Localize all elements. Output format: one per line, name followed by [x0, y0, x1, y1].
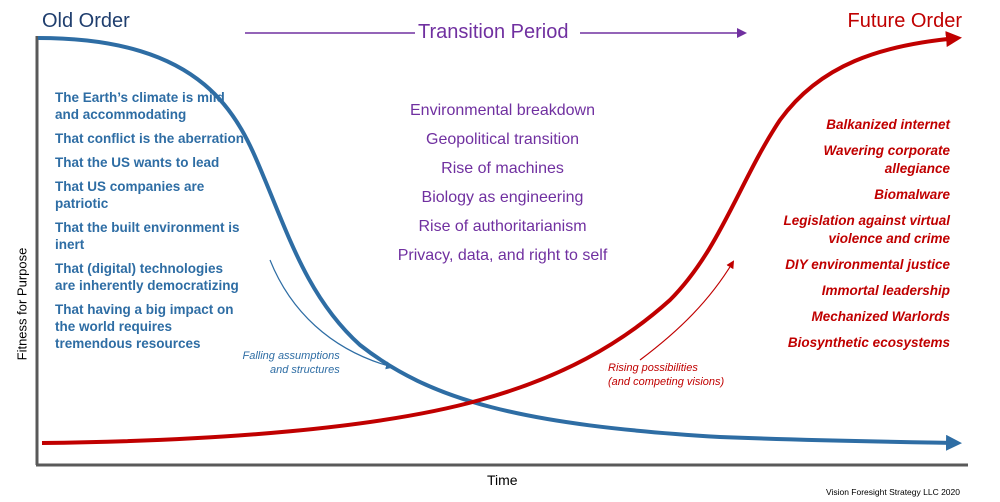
- transitions-list: Environmental breakdown Geopolitical tra…: [370, 101, 635, 275]
- transition-item: Privacy, data, and right to self: [397, 247, 608, 264]
- old-order-curve: [37, 36, 962, 451]
- credit-text: Vision Foresight Strategy LLC 2020: [825, 487, 960, 497]
- old-assumption-item: That the built environment is inert: [55, 220, 240, 252]
- rising-possibilities-note: Rising possibilities (and competing visi…: [608, 361, 724, 389]
- transition-item: Rise of authoritarianism: [418, 218, 587, 235]
- future-possibility-item: Immortal leadership: [821, 283, 950, 298]
- transition-item: Biology as engineering: [421, 189, 584, 206]
- y-axis-label: Fitness for Purpose: [14, 247, 30, 361]
- future-possibility-item: Mechanized Warlords: [811, 309, 950, 324]
- old-assumption-item: That US companies are patriotic: [55, 179, 205, 211]
- future-possibility-item: Biomalware: [874, 187, 950, 202]
- rising-note-line2: (and competing visions): [608, 376, 725, 388]
- old-assumption-item: That conflict is the aberration: [55, 131, 245, 146]
- rising-note-line1: Rising possibilities: [608, 362, 698, 374]
- falling-arrow: [269, 259, 394, 370]
- falling-note-line1: Falling assumptions: [242, 350, 340, 362]
- rising-arrow: [639, 260, 735, 361]
- transition-item: Geopolitical transition: [426, 131, 579, 148]
- transition-period-title: Transition Period: [415, 21, 572, 44]
- old-assumption-item: That the US wants to lead: [55, 155, 220, 170]
- future-possibility-item: Wavering corporate allegiance: [823, 143, 950, 176]
- transition-item: Environmental breakdown: [410, 102, 595, 119]
- future-order-title: Future Order: [847, 10, 962, 32]
- future-possibility-item: DIY environmental justice: [785, 257, 950, 272]
- transition-item: Rise of machines: [441, 160, 564, 177]
- future-order-curve: [41, 31, 962, 445]
- old-assumption-item: The Earth’s climate is mild and accommod…: [55, 90, 225, 122]
- future-possibilities-list: Balkanized internet Wavering corporate a…: [765, 116, 950, 360]
- old-order-title: Old Order: [42, 10, 130, 32]
- future-possibility-item: Legislation against virtual violence and…: [783, 213, 950, 246]
- old-assumption-item: That (digital) technologies are inherent…: [55, 261, 239, 293]
- future-possibility-item: Balkanized internet: [826, 117, 950, 132]
- future-possibility-item: Biosynthetic ecosystems: [787, 335, 950, 350]
- old-assumption-item: That having a big impact on the world re…: [55, 302, 234, 351]
- old-assumptions-list: The Earth’s climate is mild and accommod…: [55, 89, 245, 359]
- falling-assumptions-note: Falling assumptions and structures: [240, 349, 340, 377]
- falling-note-line2: and structures: [270, 364, 340, 376]
- x-axis-label: Time: [487, 472, 518, 488]
